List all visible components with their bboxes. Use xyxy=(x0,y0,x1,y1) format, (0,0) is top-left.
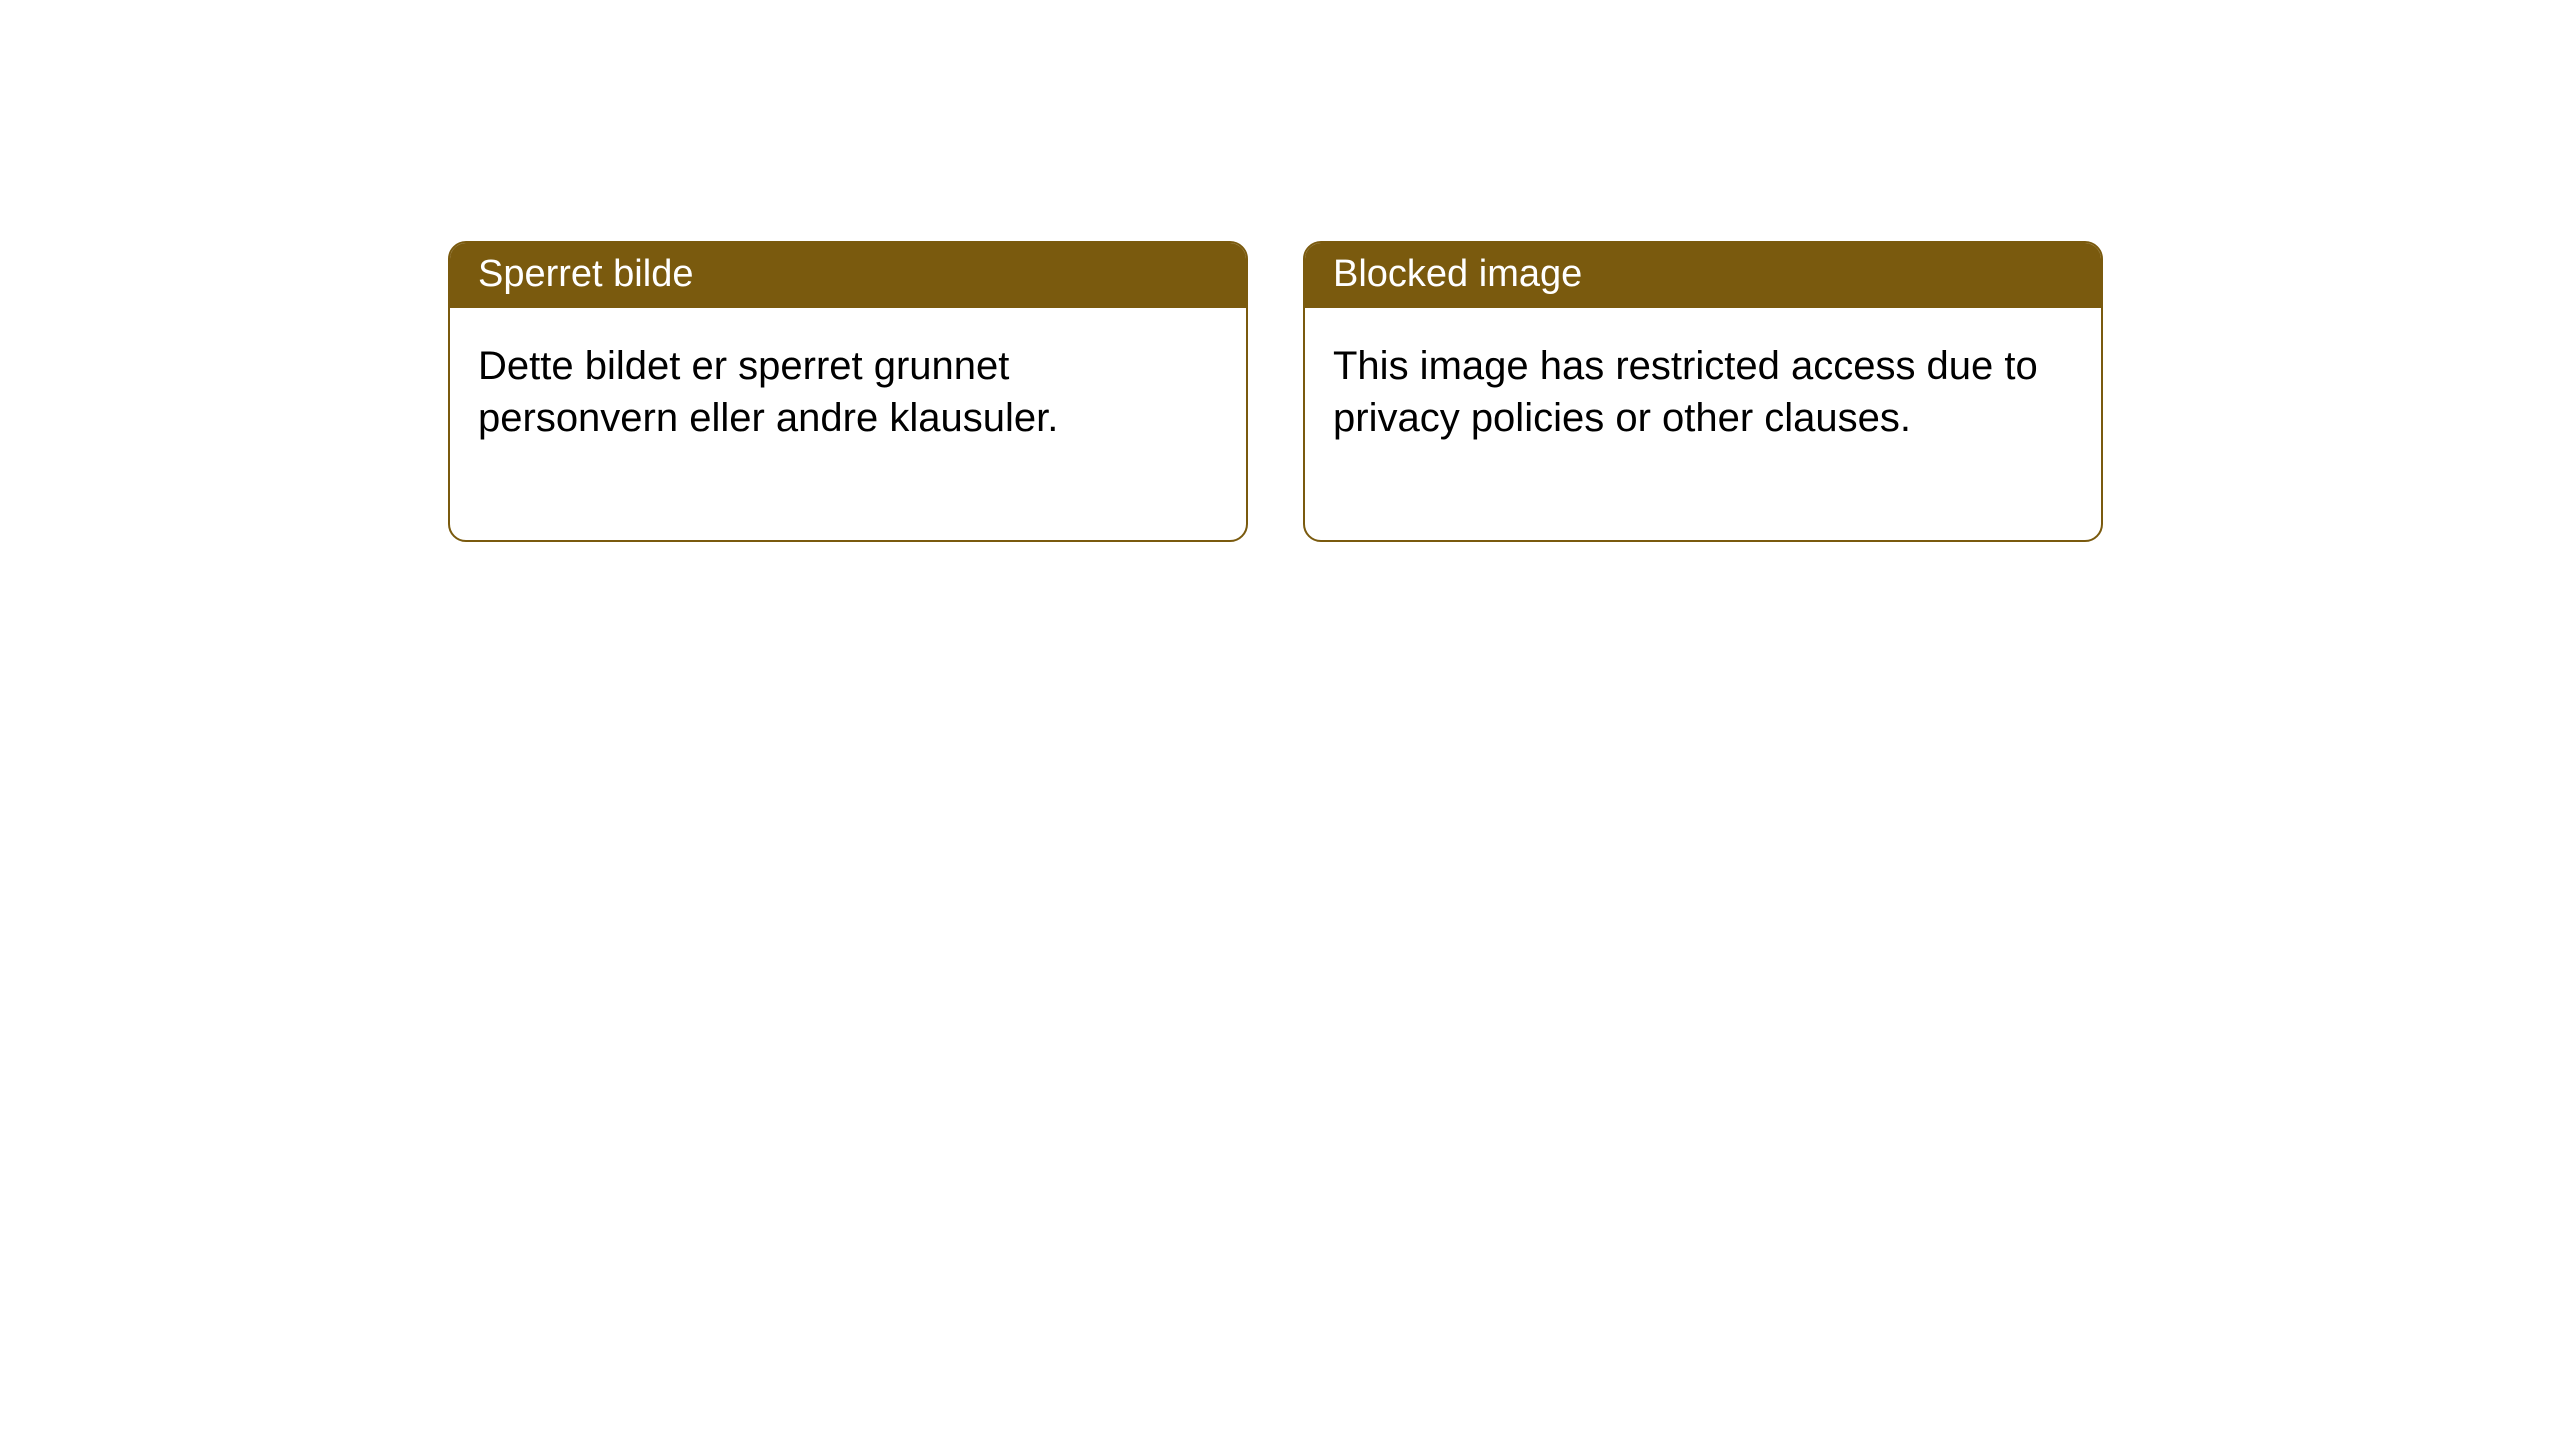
card-message-norwegian: Dette bildet er sperret grunnet personve… xyxy=(450,308,1246,540)
card-message-english: This image has restricted access due to … xyxy=(1305,308,2101,540)
blocked-image-card-norwegian: Sperret bilde Dette bildet er sperret gr… xyxy=(448,241,1248,542)
cards-container: Sperret bilde Dette bildet er sperret gr… xyxy=(0,0,2560,542)
card-title-english: Blocked image xyxy=(1305,243,2101,308)
blocked-image-card-english: Blocked image This image has restricted … xyxy=(1303,241,2103,542)
card-title-norwegian: Sperret bilde xyxy=(450,243,1246,308)
